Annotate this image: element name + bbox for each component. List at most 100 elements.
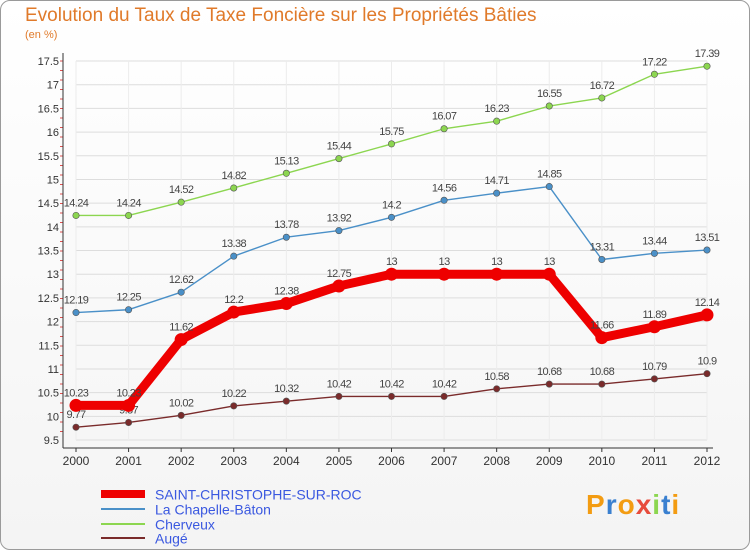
data-point [493,189,501,197]
data-point [387,392,395,400]
data-point [545,102,553,110]
data-label: 10.23 [64,387,89,399]
data-point [598,380,606,388]
legend-item-auge: Augé [101,529,188,546]
data-label: 13 [491,256,503,268]
data-label: 10.68 [537,366,562,378]
legend-swatch [101,508,145,511]
y-tick-label: 13 [47,269,59,281]
data-point [177,288,185,296]
data-label: 10.22 [221,388,246,400]
data-point [282,397,290,405]
data-point [335,227,343,235]
data-point [125,418,133,426]
data-label: 16.55 [537,88,562,100]
data-label: 14.82 [221,170,246,182]
data-label: 14.24 [116,197,141,209]
data-label: 13.51 [695,232,720,244]
data-label: 16.23 [484,103,509,115]
x-tick-label: 2002 [168,454,195,468]
data-point [72,211,80,219]
data-label: 14.56 [432,182,457,194]
x-tick-label: 2009 [536,454,563,468]
x-tick-label: 2012 [694,454,721,468]
legend-label: Cherveux [155,516,215,533]
data-label: 16.72 [590,80,615,92]
data-label: 17.39 [695,48,720,60]
data-point [542,267,556,281]
x-tick-label: 2001 [115,454,142,468]
legend-label: Augé [155,530,188,547]
data-point [440,392,448,400]
data-point [545,380,553,388]
data-point [72,309,80,317]
data-point [650,249,658,257]
data-point [490,267,504,281]
unit-label: (en %) [25,29,58,41]
data-label: 10.79 [642,361,667,373]
legend-label: La Chapelle-Bâton [155,501,271,518]
data-point [703,246,711,254]
data-label: 15.44 [327,141,352,153]
data-point [279,297,293,311]
data-label: 13 [439,256,451,268]
data-point [650,70,658,78]
y-tick-label: 11.5 [38,340,59,352]
y-tick-label: 14 [47,222,59,234]
x-tick-label: 2010 [588,454,615,468]
y-tick-label: 12 [47,317,59,329]
x-tick-label: 2005 [326,454,353,468]
data-point [387,213,395,221]
data-label: 13.31 [590,242,615,254]
data-point [545,183,553,191]
data-label: 10.42 [379,378,404,390]
x-tick-label: 2008 [483,454,510,468]
data-point [72,423,80,431]
y-tick-label: 15.5 [38,151,59,163]
y-tick-label: 17 [47,80,59,92]
data-label: 13.78 [274,219,299,231]
data-label: 12.14 [695,297,720,309]
logo-letter: i [671,489,681,520]
data-point [493,385,501,393]
data-point [437,267,451,281]
data-point [647,320,661,334]
logo-letter: r [605,489,618,520]
x-tick-label: 2000 [63,454,90,468]
data-point [282,169,290,177]
x-tick-label: 2011 [642,454,668,468]
logo-letter: o [617,489,636,520]
y-tick-label: 13.5 [38,246,59,258]
data-point [122,398,136,412]
data-label: 11.62 [169,322,193,334]
data-label: 10.02 [169,397,194,409]
data-label: 13.44 [642,235,667,247]
data-label: 10.42 [432,378,457,390]
y-tick-label: 10 [47,411,59,423]
data-point [703,62,711,70]
data-point [335,155,343,163]
data-point [440,196,448,204]
data-point [230,252,238,260]
chart-title: Evolution du Taux de Taxe Foncière sur l… [25,5,537,26]
y-tick-label: 9.5 [44,435,59,447]
data-point [493,117,501,125]
legend-swatch [101,523,145,526]
x-tick-label: 2006 [378,454,405,468]
data-label: 10.23 [116,387,141,399]
data-label: 15.13 [274,155,299,167]
y-tick-label: 14.5 [38,198,59,210]
x-tick-label: 2007 [431,454,458,468]
data-point [230,402,238,410]
data-point [174,333,188,347]
data-label: 10.68 [590,366,615,378]
data-label: 14.85 [537,169,562,181]
legend-label: SAINT-CHRISTOPHE-SUR-ROC [155,486,362,503]
data-label: 14.24 [64,197,89,209]
proxiti-logo: Proxiti [586,489,680,521]
data-label: 14.52 [169,184,194,196]
legend-item-cherveux: Cherveux [101,515,215,532]
legend-swatch [101,537,145,540]
